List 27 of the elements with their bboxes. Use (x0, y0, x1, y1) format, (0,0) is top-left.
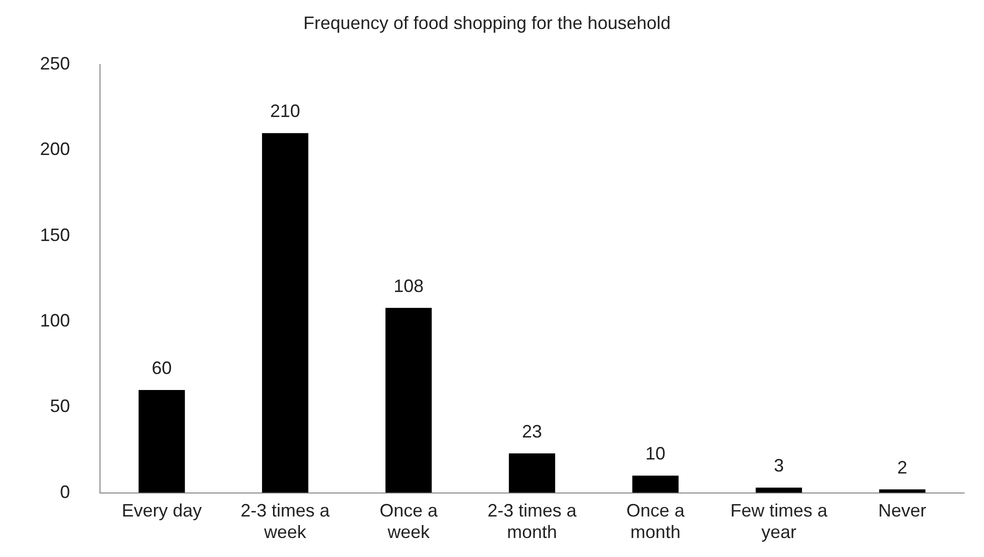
y-tick-label: 250 (40, 54, 70, 74)
bar (262, 133, 308, 493)
y-tick-label: 200 (40, 139, 70, 160)
x-tick-label: Never (878, 500, 926, 521)
bar (632, 476, 679, 493)
bar (756, 488, 802, 493)
x-tick-label: Every day (122, 500, 202, 521)
y-tick-label: 100 (40, 310, 70, 330)
data-label: 10 (645, 444, 666, 464)
bar (138, 390, 185, 493)
bar (508, 453, 556, 493)
chart-title: Frequency of food shopping for the household (303, 12, 671, 33)
data-label: 210 (270, 101, 300, 122)
y-tick-label: 150 (40, 224, 70, 245)
data-label: 3 (774, 456, 784, 476)
x-tick-label: 2-3 times a month (487, 500, 578, 542)
y-tick-label: 0 (60, 482, 70, 502)
data-label: 108 (394, 276, 424, 296)
x-tick-label: 2-3 times a week (240, 500, 331, 542)
data-label: 23 (522, 421, 542, 442)
y-tick-label: 50 (50, 396, 70, 416)
bar (385, 308, 432, 493)
data-label: 60 (152, 358, 172, 378)
x-tick-label: Once a month (626, 500, 686, 542)
data-label: 2 (897, 457, 908, 478)
x-tick-label: Once a week (380, 500, 439, 542)
x-tick-label: Few times a year (730, 500, 828, 542)
